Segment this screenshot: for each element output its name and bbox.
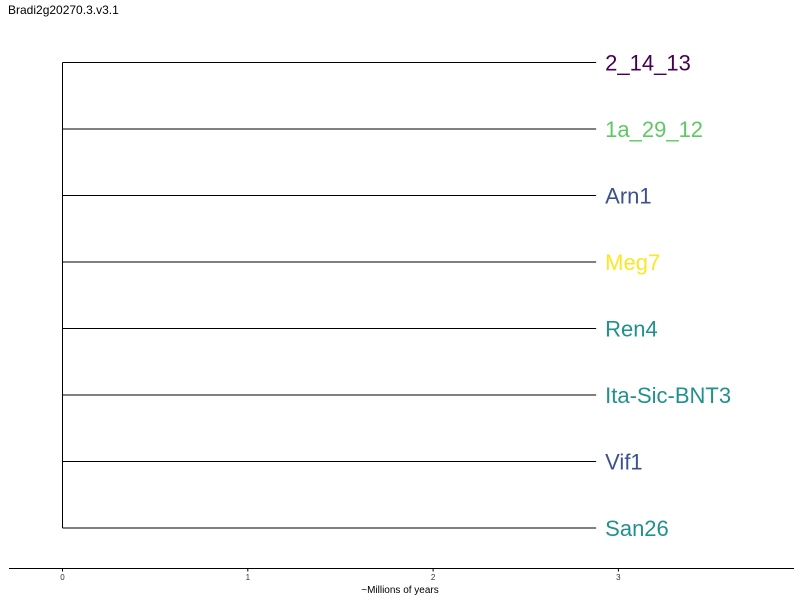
axis-ticks: 0 1 2 3 xyxy=(60,568,621,582)
tip-label: 1a_29_12 xyxy=(605,117,703,142)
axis-title: ~Millions of years xyxy=(361,585,439,596)
tip-label: Vif1 xyxy=(605,450,643,475)
tree-branches xyxy=(62,62,597,529)
tip-label: Ita-Sic-BNT3 xyxy=(605,383,731,408)
tip-labels: 2_14_13 1a_29_12 Arn1 Meg7 Ren4 Ita-Sic-BNT3 V… xyxy=(605,51,731,542)
axis-tick-label: 1 xyxy=(246,573,251,582)
tip-label: 2_14_13 xyxy=(605,51,691,76)
tip-label: Arn1 xyxy=(605,184,651,209)
tip-label: San26 xyxy=(605,516,669,541)
tip-label: Meg7 xyxy=(605,250,660,275)
axis-tick-label: 0 xyxy=(60,573,65,582)
axis-tick-label: 3 xyxy=(616,573,621,582)
tip-label: Ren4 xyxy=(605,317,658,342)
axis-tick-label: 2 xyxy=(431,573,436,582)
time-axis: 0 1 2 3 ~Millions of years xyxy=(9,568,794,596)
page-title: Bradi2g20270.3.v3.1 xyxy=(8,3,119,17)
